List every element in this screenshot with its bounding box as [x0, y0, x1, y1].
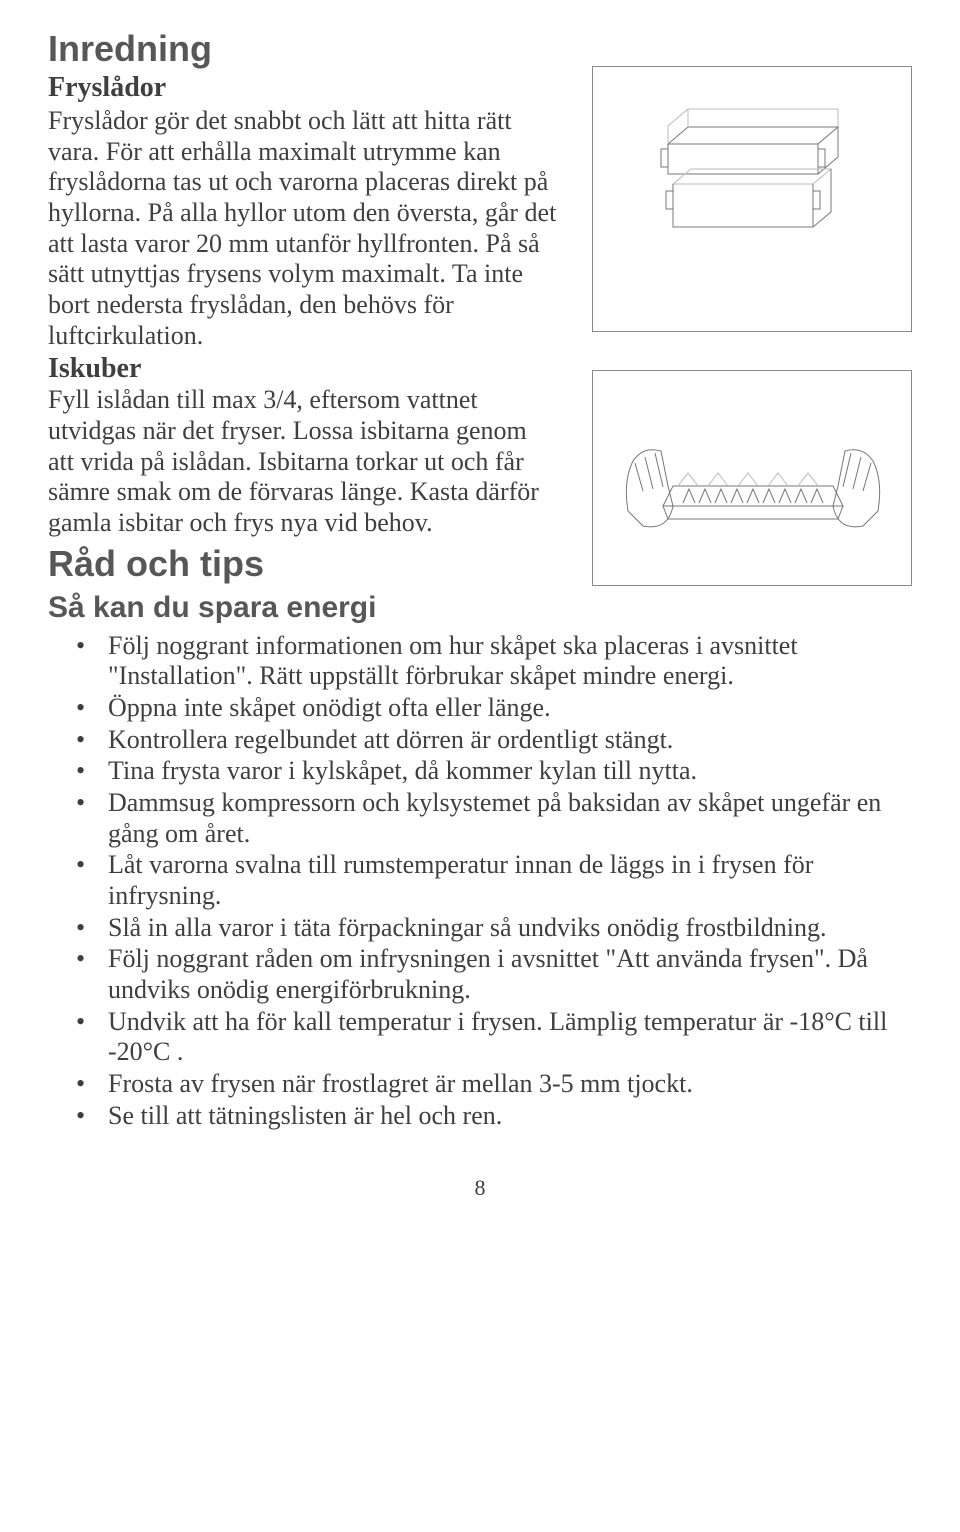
list-item: Dammsug kompressorn och kylsystemet på b…: [108, 788, 908, 849]
subheading-iskuber: Iskuber: [48, 353, 558, 385]
heading-inredning: Inredning: [48, 28, 912, 70]
list-item: Öppna inte skåpet onödigt ofta eller län…: [108, 693, 908, 724]
list-item: Tina frysta varor i kylskåpet, då kommer…: [108, 756, 908, 787]
list-item: Kontrollera regelbundet att dörren är or…: [108, 725, 908, 756]
list-item: Slå in alla varor i täta förpackningar s…: [108, 913, 908, 944]
energy-tips-list: Följ noggrant informationen om hur skåpe…: [48, 631, 908, 1132]
ice-tray-icon: [613, 391, 893, 561]
subheading-spara-energi: Så kan du spara energi: [48, 591, 912, 625]
list-item: Se till att tätningslisten är hel och re…: [108, 1101, 908, 1132]
left-text-column: Fryslådor Fryslådor gör det snabbt och l…: [48, 72, 558, 539]
drawer-icon: [643, 99, 863, 259]
figure-ice-tray: [592, 370, 912, 586]
body-fryslador: Fryslådor gör det snabbt och lätt att hi…: [48, 106, 558, 351]
list-item: Låt varorna svalna till rumstemperatur i…: [108, 850, 908, 911]
page-content: Inredning Fryslådor Fryslådor gör det sn…: [48, 28, 912, 1201]
list-item: Följ noggrant råden om infrysningen i av…: [108, 944, 908, 1005]
figure-drawers: [592, 66, 912, 332]
body-iskuber: Fyll islådan till max 3/4, eftersom vatt…: [48, 385, 558, 538]
subheading-fryslador: Fryslådor: [48, 72, 558, 104]
list-item: Frosta av frysen när frostlagret är mell…: [108, 1069, 908, 1100]
page-number: 8: [48, 1175, 912, 1201]
list-item: Undvik att ha för kall temperatur i frys…: [108, 1007, 908, 1068]
list-item: Följ noggrant informationen om hur skåpe…: [108, 631, 908, 692]
